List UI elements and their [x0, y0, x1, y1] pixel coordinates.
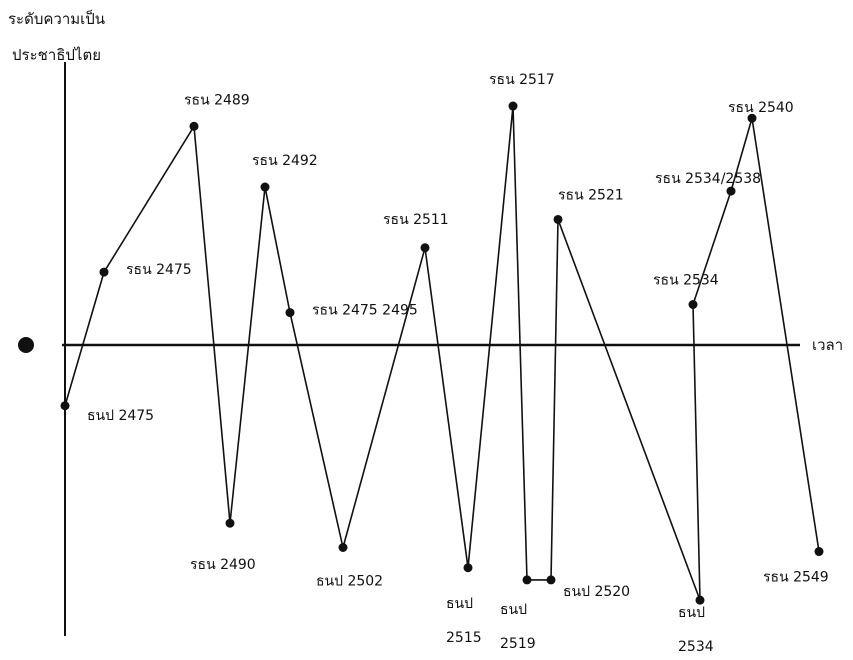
data-label: รธน 2517: [489, 72, 555, 88]
data-label: รธน 2540: [728, 100, 794, 116]
origin-marker: [18, 337, 34, 353]
series-layer: ธนป 2475 รธน 2475 รธน 2489 รธน 2490 รธน 2492…: [60, 72, 829, 655]
y-axis-title-line1: ระดับความเป็น: [8, 9, 105, 28]
data-point: [747, 113, 757, 123]
data-label: รธน 2475 2495: [312, 303, 418, 319]
data-label: รธน 2534: [653, 273, 719, 289]
data-point: [508, 101, 518, 111]
data-label: รธน 2511: [383, 212, 449, 228]
data-point: [260, 182, 270, 192]
data-point: [99, 267, 109, 277]
data-label: รธน 2490: [190, 557, 256, 573]
x-axis-title: เวลา: [812, 336, 843, 354]
data-label: ธนป 2502: [316, 574, 383, 590]
data-point: [463, 563, 473, 573]
data-point: [814, 547, 824, 557]
y-axis-title-line2: ประชาธิปไตย: [12, 46, 101, 64]
data-point: [225, 518, 235, 528]
data-point: [285, 308, 295, 318]
data-label: ธนป 2534: [678, 605, 714, 655]
data-label: รธน 2489: [184, 92, 250, 108]
data-label: ธนป 2475: [87, 408, 154, 424]
data-point: [420, 243, 430, 253]
data-label: รธน 2549: [763, 570, 829, 586]
data-point: [60, 401, 70, 411]
data-point: [338, 543, 348, 552]
data-label: ธนป 2515: [446, 596, 482, 646]
data-label: รธน 2534/2538: [655, 171, 761, 187]
data-label: รธน 2521: [558, 187, 624, 203]
data-point: [695, 595, 705, 605]
data-label: ธนป 2520: [563, 584, 630, 600]
data-point: [726, 186, 736, 196]
data-point: [546, 575, 556, 585]
data-point: [553, 214, 563, 224]
data-label: รธน 2475: [126, 262, 192, 278]
data-point: [688, 300, 698, 309]
data-label: รธน 2492: [252, 153, 318, 169]
series-line: [64, 105, 820, 601]
data-point: [189, 121, 199, 131]
data-point: [522, 575, 532, 585]
data-label: ธนป 2519: [500, 602, 536, 652]
